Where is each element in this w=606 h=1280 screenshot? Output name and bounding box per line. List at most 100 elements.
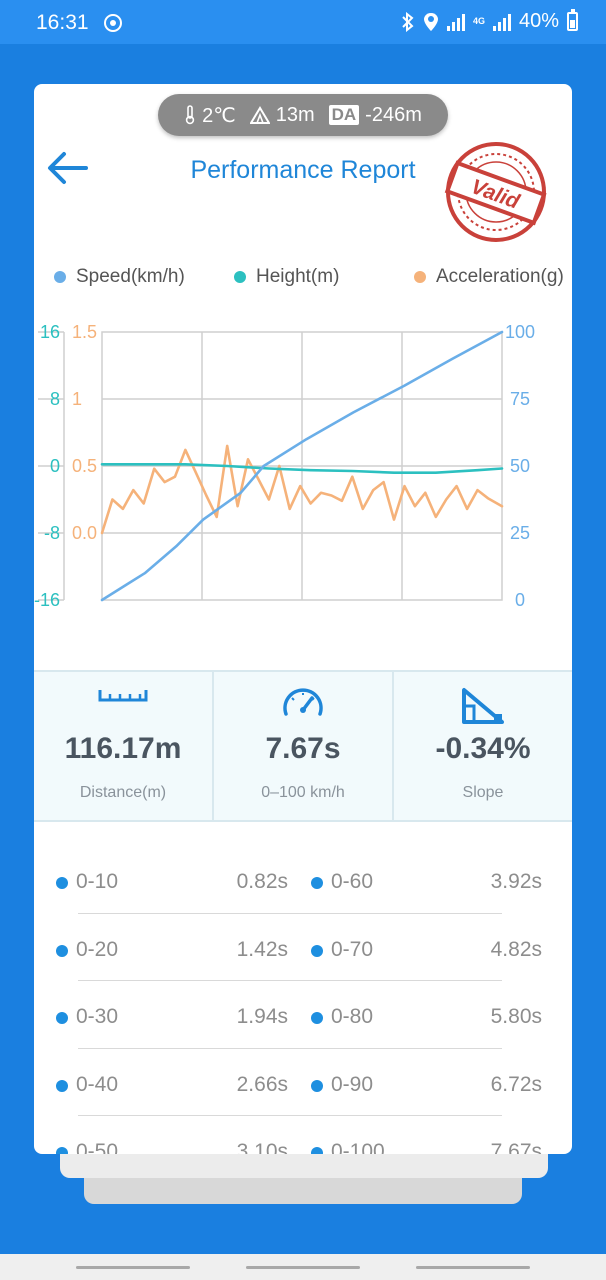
back-button[interactable] xyxy=(44,148,94,194)
speed-tick-label: 50 xyxy=(510,456,530,476)
height-line xyxy=(100,463,504,474)
density-altitude: DA -246m xyxy=(328,103,422,127)
status-indicators: 4G 40% xyxy=(401,9,578,33)
legend-item-acceleration: Acceleration(g) xyxy=(414,266,564,288)
split-time: 1.94s xyxy=(236,1005,288,1028)
split-row: 0-30 1.94s 0-80 5.80s xyxy=(34,981,572,1049)
split-dot-icon xyxy=(56,944,68,957)
height-tick-label: 16 xyxy=(40,322,60,342)
nav-recents-button[interactable] xyxy=(76,1266,190,1269)
split-dot-icon xyxy=(56,1147,68,1154)
speed-tick-label: 75 xyxy=(510,389,530,409)
height-tick-label: -16 xyxy=(34,590,60,610)
split-time: 3.92s xyxy=(490,870,542,893)
valid-stamp: Valid xyxy=(444,142,547,242)
signal-icon-2 xyxy=(492,13,511,31)
altitude: 13m xyxy=(249,103,315,127)
split-row: 0-20 1.42s 0-70 4.82s xyxy=(34,914,572,981)
row-divider xyxy=(78,1115,502,1116)
row-divider xyxy=(78,912,502,914)
time-label: 0–100 km/h xyxy=(261,784,345,801)
legend-label-speed: Speed(km/h) xyxy=(76,266,185,287)
legend-item-height: Height(m) xyxy=(234,266,339,288)
split-range: 0-20 xyxy=(76,937,119,961)
navigation-bar xyxy=(0,1254,606,1280)
acceleration-dot-icon xyxy=(414,271,426,283)
split-range: 0-30 xyxy=(76,1005,119,1028)
split-dot-icon xyxy=(56,1079,68,1092)
temperature: 2℃ xyxy=(184,103,236,128)
speed-tick-label: 0 xyxy=(515,590,525,610)
legend-label-height: Height(m) xyxy=(256,266,340,287)
network-type: 4G xyxy=(472,16,485,26)
location-icon xyxy=(423,12,438,31)
altitude-value: 13m xyxy=(275,103,315,126)
split-dot-icon xyxy=(311,1147,323,1154)
distance-value: 116.17m xyxy=(64,732,182,765)
slope-icon xyxy=(462,688,504,724)
split-time: 6.72s xyxy=(490,1072,542,1096)
weather-pill: 2℃ 13m DA -246m xyxy=(158,94,448,136)
nav-back-button[interactable] xyxy=(416,1266,530,1269)
split-dot-icon xyxy=(56,877,68,889)
split-range: 0-60 xyxy=(331,870,374,893)
split-dot-icon xyxy=(311,944,323,957)
split-range: 0-40 xyxy=(76,1072,119,1096)
split-dot-icon xyxy=(311,1012,323,1024)
slope-value: -0.34% xyxy=(435,732,531,765)
speedometer-icon xyxy=(283,688,323,716)
split-range: 0-10 xyxy=(76,870,119,893)
height-tick-label: 0 xyxy=(50,456,60,476)
stat-time: 7.67s 0–100 km/h xyxy=(212,672,392,820)
speed-dot-icon xyxy=(54,271,66,283)
acceleration-tick-label: 0.0 xyxy=(72,523,97,543)
split-time: 5.80s xyxy=(490,1005,542,1028)
speed-tick-label: 100 xyxy=(505,322,535,342)
time-value: 7.67s xyxy=(265,732,341,765)
split-time: 1.42s xyxy=(236,937,288,961)
stat-slope: -0.34% Slope xyxy=(392,672,572,820)
acceleration-tick-label: 1.5 xyxy=(72,322,97,342)
split-dot-icon xyxy=(311,877,323,889)
speed-line xyxy=(100,330,504,602)
slope-label: Slope xyxy=(462,784,504,801)
status-time: 16:31 xyxy=(36,11,89,34)
report-card: 2℃ 13m DA -246m Performance Report Valid… xyxy=(34,84,572,1154)
split-dot-icon xyxy=(56,1012,68,1024)
performance-chart: 16 8 0 -8 -16 1.5 1 0.5 0.0 100 75 50 25 0 xyxy=(34,322,535,610)
distance-label: Distance(m) xyxy=(79,784,167,801)
signal-icon xyxy=(446,13,465,31)
split-time: 2.66s xyxy=(236,1072,288,1096)
split-dot-icon xyxy=(311,1079,323,1092)
split-row: 0-50 3.10s 0-100 7.67s xyxy=(34,1116,572,1154)
status-bar: 16:31 4G 40% xyxy=(0,0,606,44)
stat-distance: 116.17m Distance(m) xyxy=(34,672,212,820)
battery-percent: 40% xyxy=(518,10,559,32)
speed-tick-label: 25 xyxy=(510,523,530,543)
legend-label-acceleration: Acceleration(g) xyxy=(436,266,564,287)
sync-icon xyxy=(104,14,122,32)
density-altitude-value: -246m xyxy=(365,103,422,126)
split-row: 0-40 2.66s 0-90 6.72s xyxy=(34,1049,572,1116)
bluetooth-icon xyxy=(402,11,414,32)
split-row: 0-10 0.82s 0-60 3.92s xyxy=(34,846,572,914)
split-range: 0-70 xyxy=(331,937,374,961)
split-range: 0-90 xyxy=(331,1072,374,1096)
height-tick-label: -8 xyxy=(44,523,60,543)
split-time: 7.67s xyxy=(490,1140,542,1154)
split-range: 0-100 xyxy=(331,1140,385,1154)
height-tick-label: 8 xyxy=(50,389,60,409)
acceleration-tick-label: 0.5 xyxy=(72,456,97,476)
mountain-icon xyxy=(249,106,270,124)
stats-panel: 116.17m Distance(m) 7.67s 0–100 km/h -0.… xyxy=(34,670,572,822)
row-divider xyxy=(78,980,502,981)
split-times-list: 0-10 0.82s 0-60 3.92s 0-20 1.42s 0-70 4.82s 0-30… xyxy=(34,846,572,1154)
chart-legend: Speed(km/h) Height(m) Acceleration(g) xyxy=(54,266,572,296)
battery-icon xyxy=(567,9,578,31)
ruler-icon xyxy=(98,690,148,702)
split-time: 3.10s xyxy=(236,1140,288,1154)
height-dot-icon xyxy=(234,271,246,283)
page-title: Performance Report xyxy=(190,156,416,184)
nav-home-button[interactable] xyxy=(246,1266,360,1269)
acceleration-tick-label: 1 xyxy=(72,389,82,409)
